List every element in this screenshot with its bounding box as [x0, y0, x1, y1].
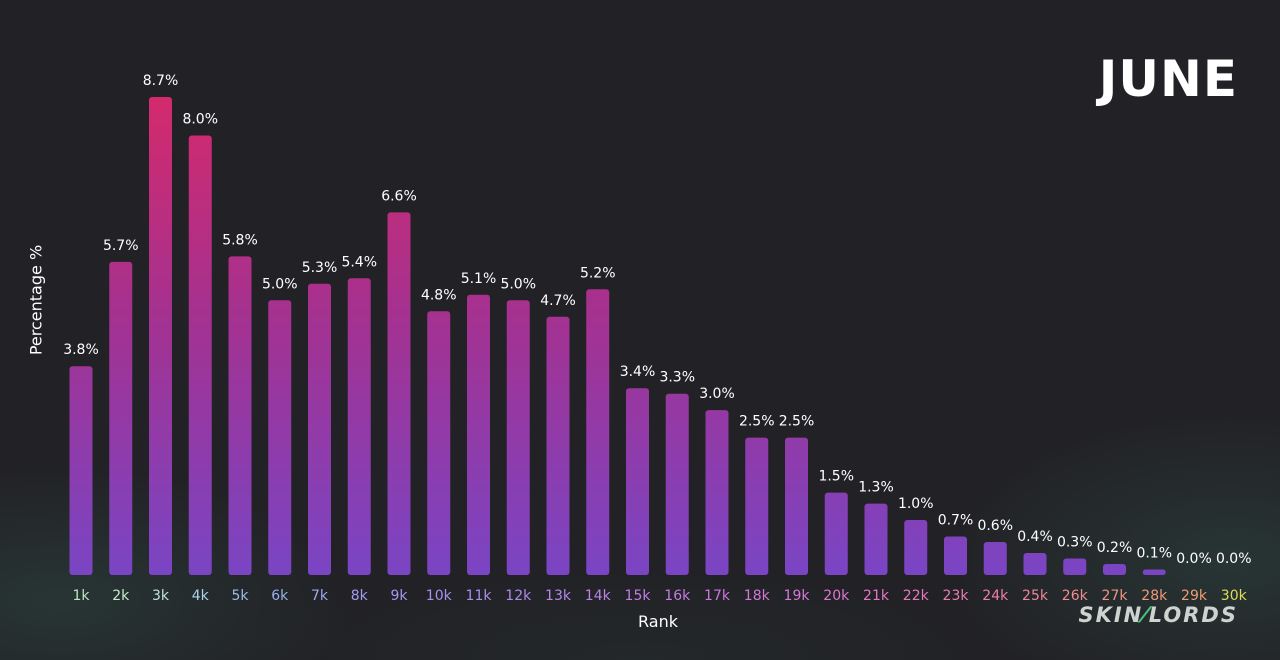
- value-label-26k: 0.3%: [1057, 535, 1093, 551]
- bar-14k: [586, 289, 610, 575]
- value-label-17k: 3.0%: [699, 386, 735, 402]
- value-label-19k: 2.5%: [779, 414, 815, 430]
- x-tick-26k: 26k: [1062, 588, 1089, 604]
- bar-21k: [864, 503, 888, 575]
- x-tick-27k: 27k: [1102, 588, 1129, 604]
- x-tick-17k: 17k: [704, 588, 731, 604]
- bar-16k: [665, 393, 689, 575]
- x-tick-3k: 3k: [152, 588, 170, 604]
- value-label-13k: 4.7%: [540, 293, 576, 309]
- value-label-5k: 5.8%: [222, 232, 258, 248]
- value-label-8k: 5.4%: [341, 254, 377, 270]
- bar-2k: [109, 261, 133, 575]
- x-tick-30k: 30k: [1221, 588, 1248, 604]
- bar-17k: [705, 410, 729, 575]
- bar-9k: [387, 212, 411, 575]
- value-label-11k: 5.1%: [461, 271, 497, 287]
- value-label-27k: 0.2%: [1097, 540, 1133, 556]
- value-label-25k: 0.4%: [1017, 529, 1053, 545]
- brand-logo-part2: LORDS: [1148, 603, 1238, 627]
- x-tick-2k: 2k: [112, 588, 130, 604]
- bar-28k: [1142, 569, 1166, 575]
- x-tick-7k: 7k: [311, 588, 329, 604]
- x-tick-19k: 19k: [784, 588, 811, 604]
- y-axis-label: Percentage %: [26, 244, 46, 356]
- x-tick-18k: 18k: [744, 588, 771, 604]
- x-tick-11k: 11k: [466, 588, 493, 604]
- bar-11k: [467, 294, 490, 575]
- bar-20k: [824, 492, 848, 575]
- bar-10k: [427, 311, 451, 575]
- x-tick-9k: 9k: [390, 588, 408, 604]
- value-label-9k: 6.6%: [381, 188, 417, 204]
- bar-22k: [904, 520, 928, 575]
- bar-24k: [983, 542, 1007, 575]
- x-tick-22k: 22k: [903, 588, 930, 604]
- x-tick-24k: 24k: [982, 588, 1009, 604]
- bar-15k: [626, 388, 649, 575]
- bar-1k: [69, 366, 93, 575]
- value-label-24k: 0.6%: [977, 518, 1013, 534]
- x-tick-20k: 20k: [823, 588, 850, 604]
- value-label-29k: 0.0%: [1176, 551, 1212, 567]
- bar-26k: [1063, 558, 1087, 575]
- x-tick-28k: 28k: [1141, 588, 1168, 604]
- x-tick-4k: 4k: [192, 588, 210, 604]
- month-title: JUNE: [1098, 50, 1238, 108]
- bar-19k: [785, 437, 808, 575]
- value-label-7k: 5.3%: [302, 260, 338, 276]
- bar-25k: [1023, 553, 1047, 575]
- value-label-1k: 3.8%: [63, 342, 99, 358]
- bar-12k: [506, 300, 530, 575]
- value-label-2k: 5.7%: [103, 238, 139, 254]
- value-label-18k: 2.5%: [739, 414, 775, 430]
- value-label-10k: 4.8%: [421, 287, 457, 303]
- value-label-22k: 1.0%: [898, 496, 934, 512]
- value-label-16k: 3.3%: [659, 370, 695, 386]
- x-tick-14k: 14k: [585, 588, 612, 604]
- value-label-30k: 0.0%: [1216, 551, 1252, 567]
- bar-6k: [268, 300, 292, 575]
- brand-logo-accent: ⁄: [1143, 603, 1149, 627]
- x-tick-21k: 21k: [863, 588, 890, 604]
- value-label-6k: 5.0%: [262, 276, 298, 292]
- bar-18k: [745, 437, 769, 575]
- x-tick-25k: 25k: [1022, 588, 1049, 604]
- value-label-3k: 8.7%: [143, 73, 179, 89]
- value-label-15k: 3.4%: [620, 364, 656, 380]
- value-label-4k: 8.0%: [182, 111, 218, 127]
- x-tick-6k: 6k: [271, 588, 289, 604]
- brand-logo: SKIN⁄LORDS: [1078, 603, 1238, 627]
- x-tick-12k: 12k: [505, 588, 532, 604]
- bar-8k: [347, 278, 371, 575]
- x-tick-23k: 23k: [943, 588, 970, 604]
- value-label-14k: 5.2%: [580, 265, 616, 281]
- x-tick-15k: 15k: [625, 588, 652, 604]
- bar-5k: [228, 256, 252, 575]
- x-tick-29k: 29k: [1181, 588, 1208, 604]
- bar-23k: [944, 536, 967, 575]
- brand-logo-part1: SKIN: [1078, 603, 1144, 627]
- x-tick-8k: 8k: [351, 588, 369, 604]
- value-label-21k: 1.3%: [858, 480, 894, 496]
- bar-7k: [308, 283, 331, 575]
- bar-3k: [149, 97, 172, 575]
- value-label-23k: 0.7%: [938, 513, 974, 529]
- bar-27k: [1103, 564, 1126, 575]
- x-tick-5k: 5k: [231, 588, 249, 604]
- x-tick-10k: 10k: [426, 588, 453, 604]
- x-tick-16k: 16k: [664, 588, 691, 604]
- x-tick-13k: 13k: [545, 588, 572, 604]
- x-axis-label: Rank: [638, 612, 678, 631]
- value-label-20k: 1.5%: [818, 469, 854, 485]
- value-label-12k: 5.0%: [500, 276, 536, 292]
- bar-4k: [188, 135, 212, 575]
- value-label-28k: 0.1%: [1136, 546, 1172, 562]
- x-tick-1k: 1k: [72, 588, 90, 604]
- bar-13k: [546, 316, 570, 575]
